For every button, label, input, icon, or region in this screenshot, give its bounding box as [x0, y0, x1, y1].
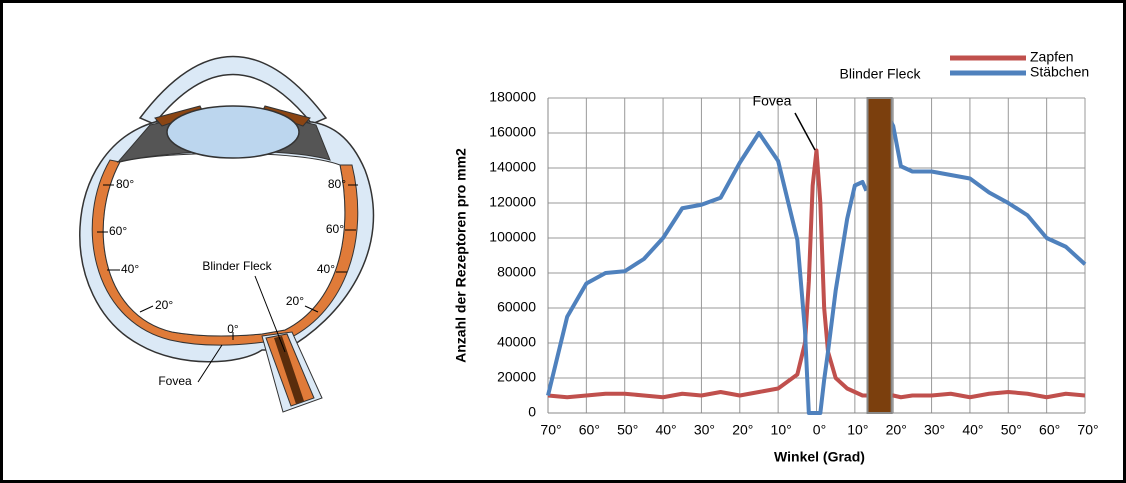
x-tick-label: 30° — [924, 422, 945, 438]
y-tick-label: 60000 — [497, 299, 536, 315]
diagram-label: 20° — [286, 294, 304, 308]
x-tick-label: 50° — [1001, 422, 1022, 438]
x-tick-label: 60° — [1039, 422, 1060, 438]
x-tick-label: 70° — [1077, 422, 1098, 438]
diagram-label: 20° — [155, 298, 173, 312]
x-tick-label: 30° — [694, 422, 715, 438]
y-tick-label: 40000 — [497, 334, 536, 350]
x-tick-label: 70° — [540, 422, 561, 438]
diagram-label: Fovea — [158, 374, 192, 388]
x-tick-label: 40° — [962, 422, 983, 438]
diagram-label: 0° — [227, 322, 239, 336]
legend-label: Zapfen — [1030, 49, 1074, 65]
y-tick-label: 0 — [528, 404, 536, 420]
x-tick-label: 40° — [655, 422, 676, 438]
x-tick-label: 10° — [771, 422, 792, 438]
x-tick-label: 20° — [886, 422, 907, 438]
diagram-label: 60° — [109, 224, 127, 238]
x-tick-label: 20° — [732, 422, 753, 438]
page: 80° 60° 40° 20° 0° 80° 60° 40° 20° Blinder Fleck F… — [0, 0, 1126, 483]
y-tick-label: 100000 — [489, 229, 536, 245]
diagram-label: 80° — [328, 177, 346, 191]
annotation: Fovea — [753, 93, 792, 109]
x-tick-label: 10° — [847, 422, 868, 438]
diagram-label: 40° — [121, 262, 139, 276]
diagram-label: 40° — [317, 262, 335, 276]
blind-spot-bar — [868, 98, 892, 413]
diagram-label: 80° — [116, 177, 134, 191]
y-tick-label: 180000 — [489, 89, 536, 105]
legend-label: Stäbchen — [1030, 64, 1089, 80]
y-tick-label: 120000 — [489, 194, 536, 210]
x-axis-title: Winkel (Grad) — [774, 449, 865, 465]
diagram-label: Blinder Fleck — [202, 259, 272, 273]
diagram-label: 60° — [326, 222, 344, 236]
y-axis-title: Anzahl der Rezeptoren pro mm2 — [453, 148, 469, 363]
y-tick-label: 80000 — [497, 264, 536, 280]
y-tick-label: 160000 — [489, 124, 536, 140]
annotation: Blinder Fleck — [840, 66, 922, 82]
lens — [167, 106, 299, 158]
x-tick-label: 0° — [813, 422, 826, 438]
x-tick-label: 60° — [579, 422, 600, 438]
y-tick-label: 140000 — [489, 159, 536, 175]
vitreous — [103, 153, 345, 336]
y-tick-label: 20000 — [497, 369, 536, 385]
x-tick-label: 50° — [617, 422, 638, 438]
